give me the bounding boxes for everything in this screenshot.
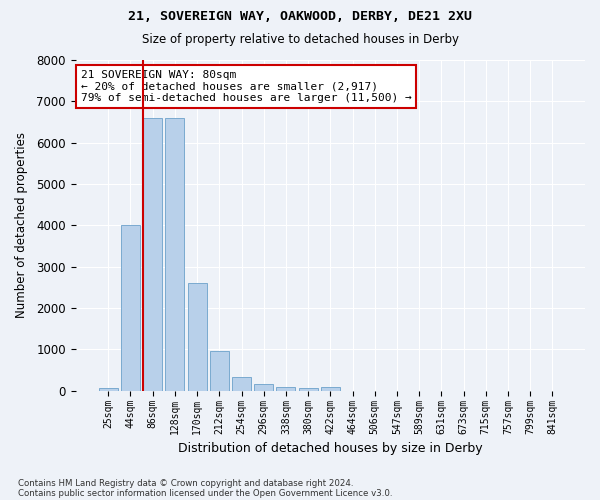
Bar (232, 378, 251, 391)
Bar (143, 118, 162, 391)
Bar (210, 352, 229, 391)
Bar (321, 388, 340, 391)
X-axis label: Distribution of detached houses by size in Derby: Distribution of detached houses by size … (178, 442, 482, 455)
Bar (254, 384, 273, 391)
Text: 21, SOVEREIGN WAY, OAKWOOD, DERBY, DE21 2XU: 21, SOVEREIGN WAY, OAKWOOD, DERBY, DE21 … (128, 10, 472, 23)
Bar (188, 284, 206, 391)
Text: Contains HM Land Registry data © Crown copyright and database right 2024.: Contains HM Land Registry data © Crown c… (18, 478, 353, 488)
Bar (299, 388, 317, 391)
Bar (277, 386, 295, 391)
Bar (121, 226, 140, 391)
Text: 21 SOVEREIGN WAY: 80sqm
← 20% of detached houses are smaller (2,917)
79% of semi: 21 SOVEREIGN WAY: 80sqm ← 20% of detache… (81, 70, 412, 103)
Bar (99, 388, 118, 391)
Text: Size of property relative to detached houses in Derby: Size of property relative to detached ho… (142, 32, 458, 46)
Text: Contains public sector information licensed under the Open Government Licence v3: Contains public sector information licen… (18, 488, 392, 498)
Y-axis label: Number of detached properties: Number of detached properties (15, 132, 28, 318)
Bar (166, 118, 184, 391)
